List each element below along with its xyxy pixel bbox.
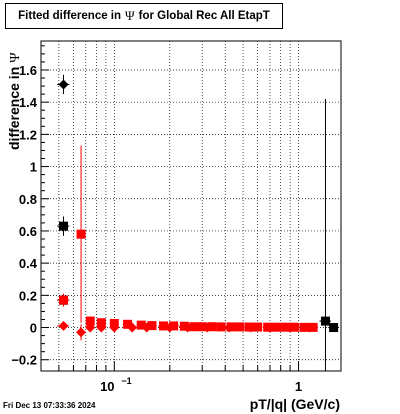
data-point xyxy=(164,322,175,333)
y-axis-label: difference in Ψ xyxy=(6,52,24,150)
diamond-marker xyxy=(76,327,87,338)
square-marker xyxy=(85,316,95,326)
square-marker xyxy=(159,321,169,331)
x-tick-label-base: 10 xyxy=(100,379,114,394)
diamond-marker xyxy=(304,322,315,333)
diamond-marker xyxy=(141,322,152,333)
square-marker xyxy=(136,320,146,330)
data-point xyxy=(57,74,70,95)
y-tick-label: 1.2 xyxy=(19,127,37,142)
data-point xyxy=(304,322,315,333)
square-marker xyxy=(197,322,207,332)
diamond-marker xyxy=(109,322,120,333)
diamond-marker xyxy=(127,322,138,333)
square-marker xyxy=(207,322,217,332)
chart-title-symbol: Ψ xyxy=(125,8,135,23)
data-point xyxy=(328,323,339,333)
square-marker xyxy=(76,229,86,239)
data-point xyxy=(202,322,213,333)
y-axis-label-prefix: difference in xyxy=(6,66,22,150)
data-point xyxy=(57,216,70,236)
data-point xyxy=(76,145,86,323)
chart-title: Fitted difference in Ψ for Global Rec Al… xyxy=(5,3,283,29)
data-point xyxy=(57,320,70,331)
data-point xyxy=(109,322,120,333)
y-axis-label-symbol: Ψ xyxy=(8,52,23,63)
diamond-marker xyxy=(58,79,69,90)
y-tick-label: −0.2 xyxy=(11,353,37,368)
y-tick-label: 1.6 xyxy=(19,63,37,78)
square-marker xyxy=(189,322,199,332)
square-marker xyxy=(272,322,282,332)
x-axis-label: pT/|q| (GeV/c) xyxy=(249,396,340,412)
diamond-marker xyxy=(265,322,276,333)
diamond-marker xyxy=(285,322,296,333)
data-point xyxy=(265,322,276,333)
chart-title-prefix: Fitted difference in xyxy=(18,10,122,22)
y-tick-label: 0 xyxy=(30,321,37,336)
diamond-marker xyxy=(164,322,175,333)
x-tick-label-exponent: −1 xyxy=(121,376,131,386)
diamond-marker xyxy=(224,322,235,333)
data-point xyxy=(245,322,256,333)
axes: −0.2 0 0.2 0.4 0.6 0.8 1 1.2 1.4 1.6 10 −1 1 xyxy=(11,45,302,394)
data-point xyxy=(285,322,296,333)
square-marker xyxy=(299,322,309,332)
data-point xyxy=(319,98,331,371)
y-tick-label: 0.2 xyxy=(19,288,37,303)
data-point xyxy=(216,322,226,332)
timestamp: Fri Dec 13 07:33:36 2024 xyxy=(3,401,96,410)
data-marks xyxy=(57,74,339,371)
square-marker xyxy=(253,322,263,332)
diamond-marker xyxy=(202,322,213,333)
y-tick-label: 0.8 xyxy=(19,192,37,207)
data-point xyxy=(224,322,235,333)
diamond-marker xyxy=(85,322,96,333)
square-marker xyxy=(59,295,69,305)
data-point xyxy=(76,324,87,341)
y-tick-label: 1 xyxy=(30,160,37,175)
diamond-marker xyxy=(245,322,256,333)
data-point xyxy=(136,320,146,330)
square-marker xyxy=(235,322,245,332)
diamond-marker xyxy=(182,322,193,333)
square-marker xyxy=(169,321,179,331)
data-point xyxy=(182,322,193,333)
data-point xyxy=(85,322,96,333)
diamond-marker xyxy=(58,320,69,331)
square-marker xyxy=(59,221,69,231)
y-tick-label: 0.6 xyxy=(19,224,37,239)
y-tick-label: 0.4 xyxy=(19,256,38,271)
data-point xyxy=(235,322,245,332)
data-point xyxy=(141,322,152,333)
square-marker xyxy=(329,323,339,333)
square-marker xyxy=(123,319,133,329)
chart-title-suffix: for Global Rec All EtapT xyxy=(138,10,270,22)
data-point xyxy=(126,322,138,333)
diamond-marker xyxy=(96,322,107,333)
x-tick-label: 1 xyxy=(295,379,302,394)
square-marker xyxy=(320,316,330,326)
square-marker xyxy=(147,321,157,331)
data-point xyxy=(96,322,107,333)
square-marker xyxy=(216,322,226,332)
y-tick-label: 1.4 xyxy=(19,95,38,110)
data-point xyxy=(57,293,70,307)
